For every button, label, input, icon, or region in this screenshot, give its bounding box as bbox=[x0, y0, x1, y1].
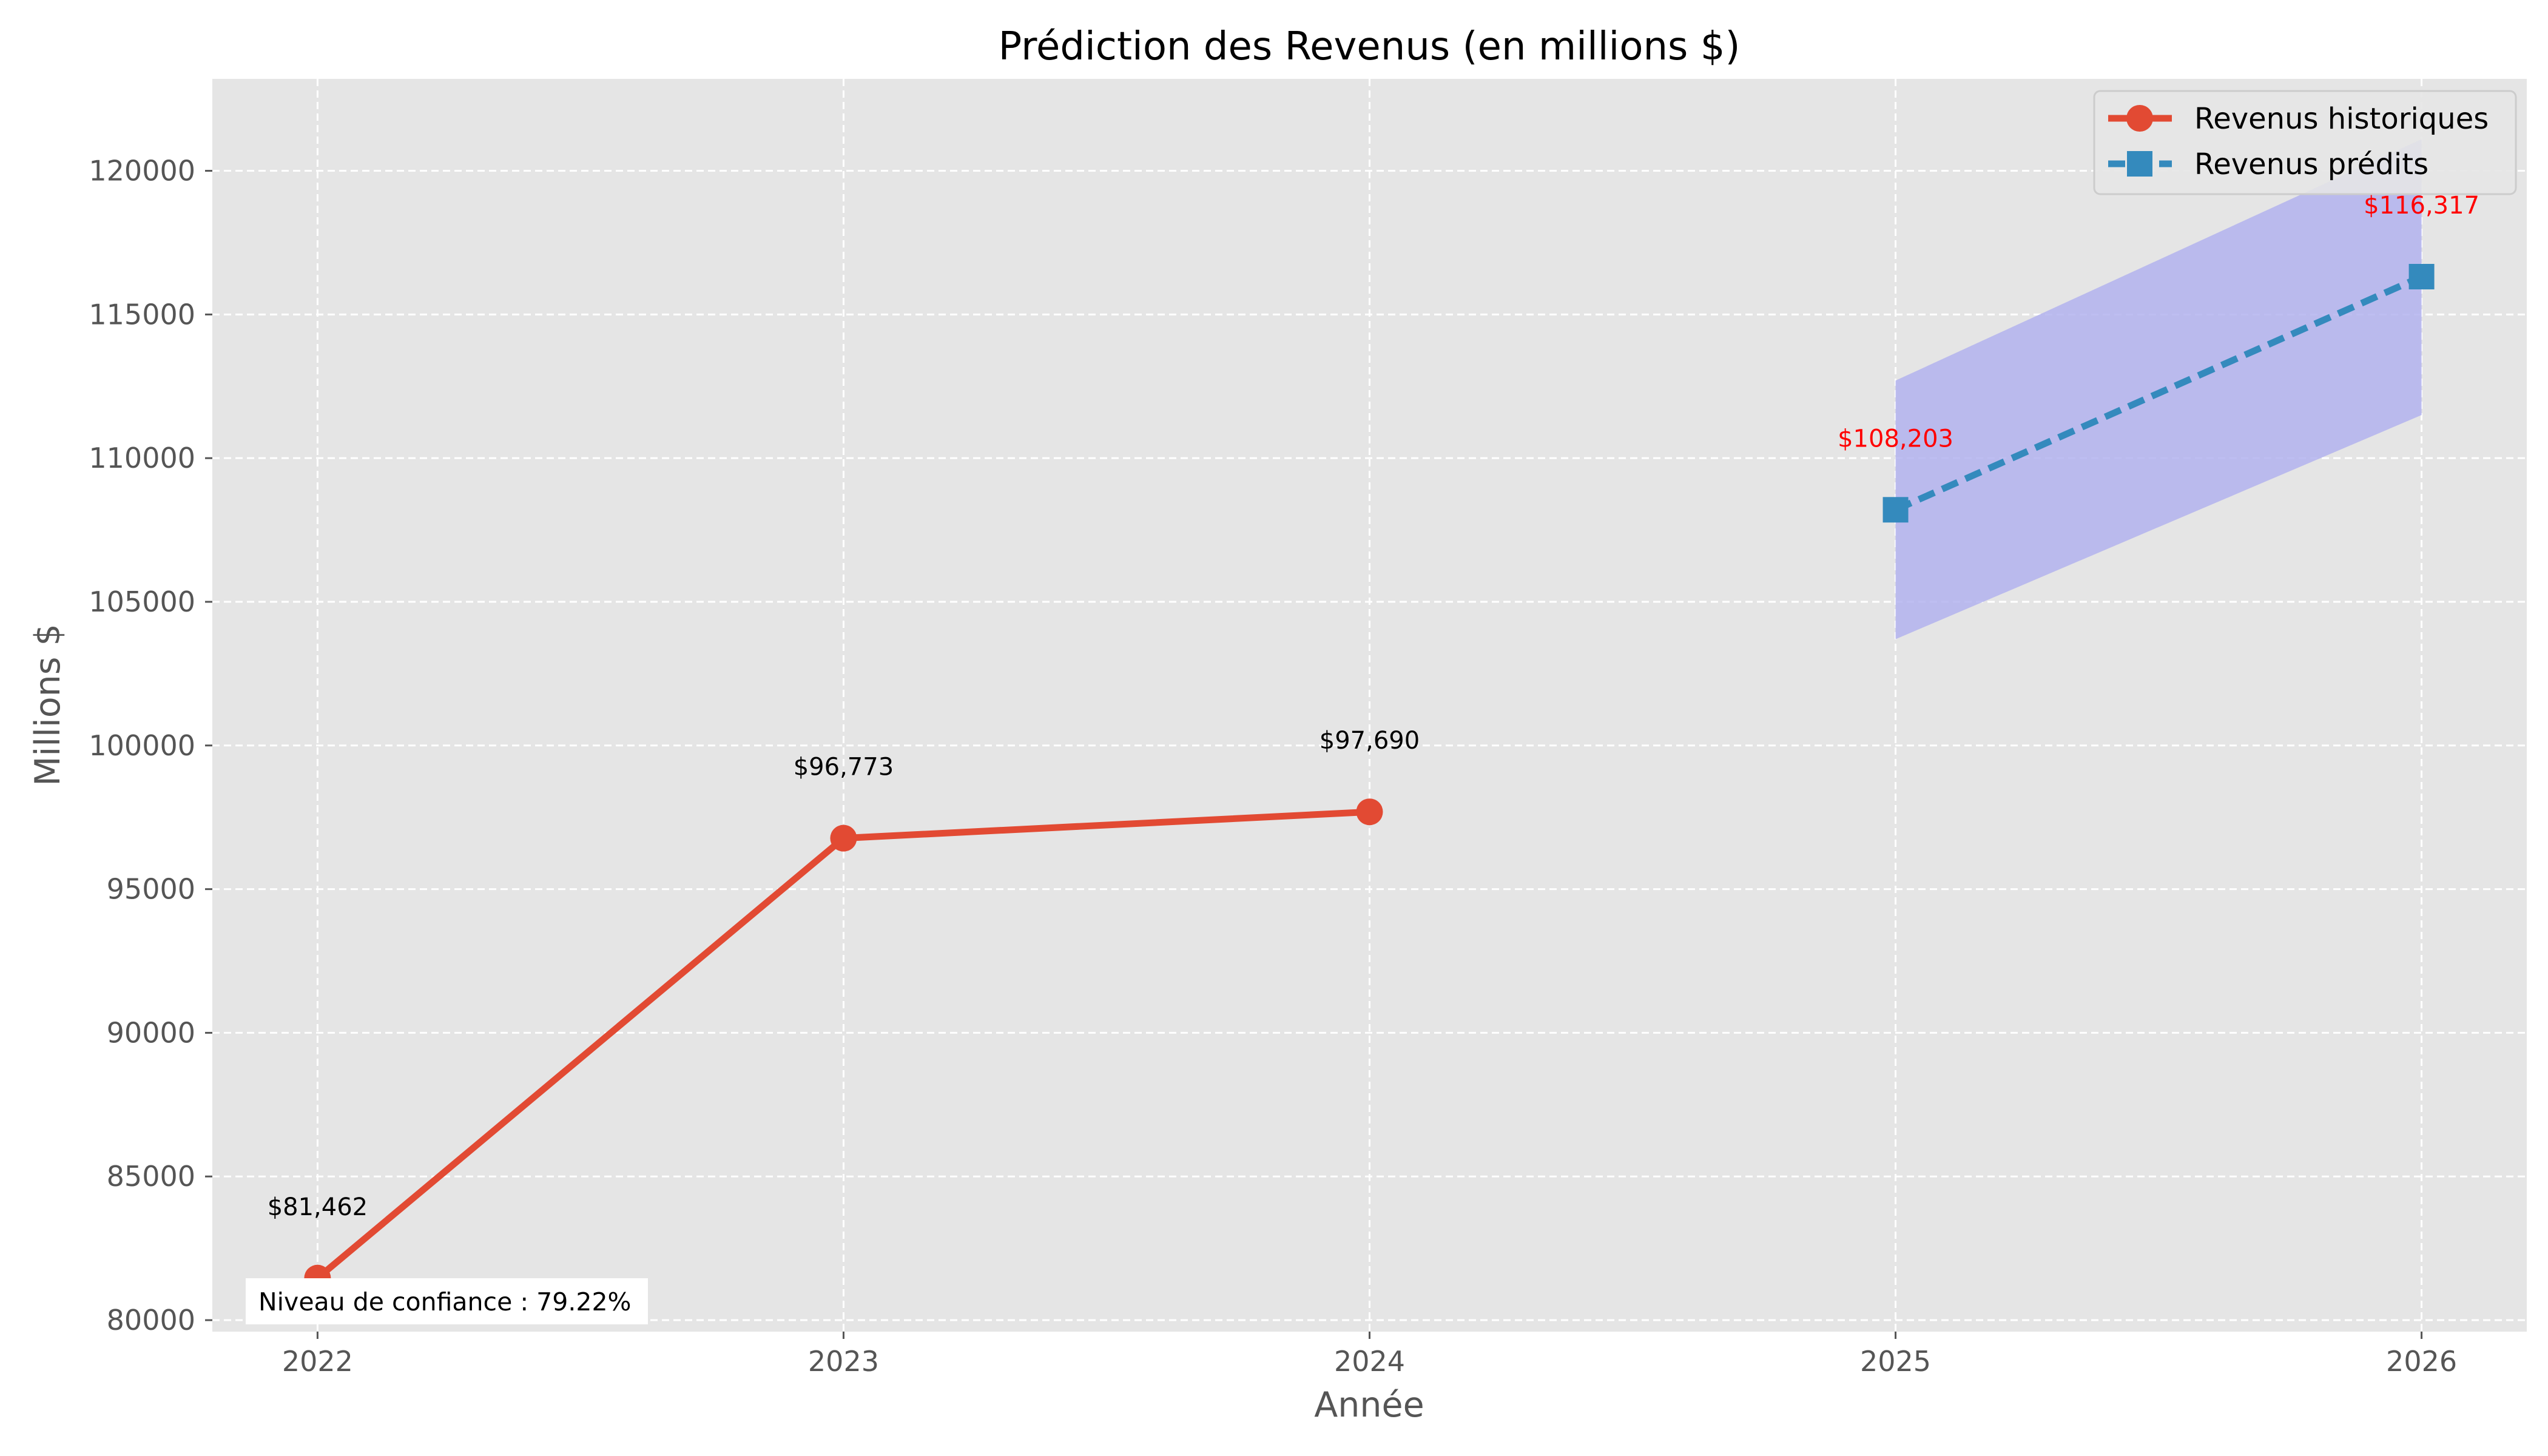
legend-historical-marker bbox=[2126, 105, 2153, 132]
series-line-1 bbox=[1894, 273, 2423, 513]
data-point-marker bbox=[830, 824, 857, 852]
y-tick-label: 95000 bbox=[107, 873, 195, 906]
confidence-annotation-text: Niveau de confiance : 79.22% bbox=[258, 1287, 632, 1316]
x-tick-label: 2023 bbox=[808, 1345, 879, 1378]
data-label: $108,203 bbox=[1838, 425, 1953, 453]
y-tick-label: 90000 bbox=[107, 1016, 195, 1049]
x-axis-label: Année bbox=[1314, 1385, 1424, 1425]
x-tick-label: 2024 bbox=[1334, 1345, 1405, 1378]
legend-box bbox=[2093, 90, 2517, 195]
confidence-band bbox=[1895, 139, 2422, 639]
data-label: $97,690 bbox=[1320, 727, 1420, 755]
y-axis-label: Millions $ bbox=[28, 624, 68, 786]
grid-lines bbox=[212, 79, 2527, 1332]
series-layer bbox=[304, 263, 2435, 1292]
y-tick-label: 80000 bbox=[107, 1304, 195, 1336]
data-label: $116,317 bbox=[2364, 192, 2479, 220]
data-labels: $81,462 $96,773 $97,690 $108,203 $116,317 bbox=[268, 192, 2479, 1221]
y-axis-ticks: 80000 85000 90000 95000 100000 105000 110000 11… bbox=[89, 155, 212, 1336]
x-tick-label: 2025 bbox=[1860, 1345, 1931, 1378]
confidence-annotation-box bbox=[246, 1278, 648, 1324]
legend-historical-label: Revenus historiques bbox=[2194, 102, 2489, 136]
data-point-marker bbox=[2408, 263, 2435, 289]
data-point-marker bbox=[1356, 798, 1383, 826]
y-tick-label: 120000 bbox=[89, 155, 195, 187]
chart-title: Prédiction des Revenus (en millions $) bbox=[999, 24, 1741, 69]
y-tick-label: 115000 bbox=[89, 298, 195, 331]
data-point-marker bbox=[1882, 497, 1909, 523]
x-tick-label: 2022 bbox=[282, 1345, 353, 1378]
y-tick-label: 100000 bbox=[89, 729, 195, 762]
data-label: $96,773 bbox=[794, 753, 894, 781]
legend: Revenus historiques Revenus prédits bbox=[2093, 90, 2517, 195]
y-tick-label: 105000 bbox=[89, 585, 195, 618]
legend-predicted-marker bbox=[2127, 151, 2152, 177]
legend-predicted-label: Revenus prédits bbox=[2194, 147, 2428, 181]
confidence-annotation: Niveau de confiance : 79.22% bbox=[246, 1278, 648, 1324]
x-axis-ticks: 2022 2023 2024 2025 2026 bbox=[282, 1332, 2457, 1378]
y-tick-label: 110000 bbox=[89, 442, 195, 474]
x-tick-label: 2026 bbox=[2386, 1345, 2457, 1378]
y-tick-label: 85000 bbox=[107, 1160, 195, 1193]
data-label: $81,462 bbox=[268, 1193, 368, 1221]
